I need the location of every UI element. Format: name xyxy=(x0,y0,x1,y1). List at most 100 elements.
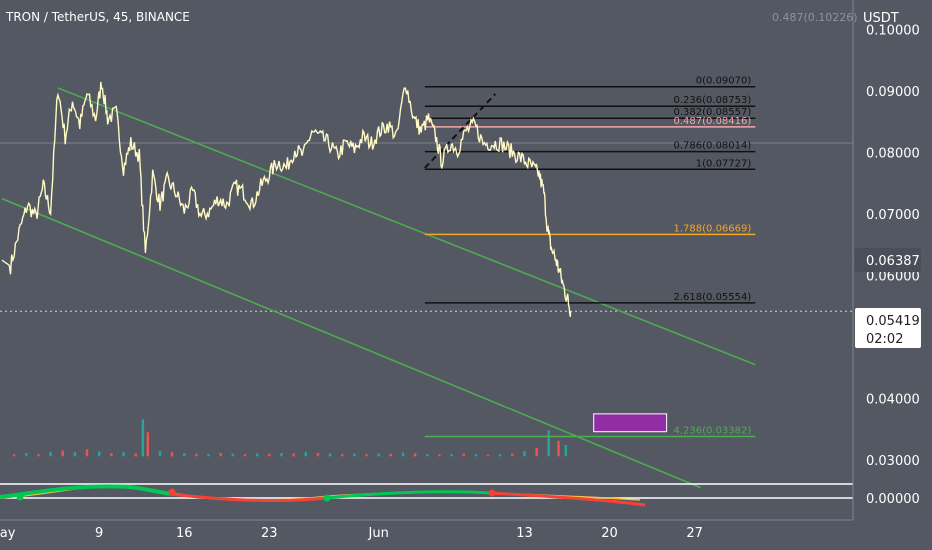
volume-bar xyxy=(474,454,478,457)
volume-bar xyxy=(268,453,271,457)
volume-bar xyxy=(365,454,368,457)
volume-bar xyxy=(377,453,380,457)
currency-label: USDT xyxy=(863,11,899,26)
volume-bar xyxy=(341,454,344,457)
volume-bar xyxy=(243,454,247,457)
volume-bar xyxy=(486,454,490,457)
fib-level-label: 0.786(0.08014) xyxy=(674,141,752,152)
volume-bar xyxy=(499,454,502,457)
price-series-line xyxy=(1,81,572,317)
fib-level-label: 1(0.07727) xyxy=(696,158,752,169)
channel-lines xyxy=(1,87,756,489)
volume-bar xyxy=(110,453,113,457)
fib-level-label: 0.487(0.08416) xyxy=(674,116,752,127)
volume-bar xyxy=(25,453,28,457)
volume-bar xyxy=(170,452,174,457)
time-tick-label: 23 xyxy=(261,526,278,541)
volume-bar xyxy=(98,451,101,457)
channel-line-lower[interactable] xyxy=(1,197,701,489)
fib-level-label: 0.236(0.08753) xyxy=(674,95,752,106)
volume-bar xyxy=(535,447,538,457)
volume-bar xyxy=(316,453,320,457)
volume-bar xyxy=(438,454,441,457)
volume-bar xyxy=(292,453,295,457)
volume-bar xyxy=(195,453,198,457)
price-tick-label: 0.06000 xyxy=(866,270,920,285)
time-tick-label: 16 xyxy=(176,526,193,541)
time-axis-ticks: May 9 16 23 Jun 13 20 27 xyxy=(0,526,703,541)
target-box[interactable] xyxy=(593,413,668,433)
volume-bar xyxy=(523,451,526,457)
last-price-label: 0.05419 xyxy=(866,314,920,329)
hover-price-badge: 0.06387 xyxy=(855,248,921,272)
volume-bar xyxy=(85,449,89,457)
plot-area[interactable]: 0(0.09070)0.236(0.08753)0.382(0.08557)0.… xyxy=(0,76,853,489)
volume-bar xyxy=(389,453,392,457)
indicator-negative-band-2 xyxy=(489,491,646,507)
fib-level-label: 4.236(0.03382) xyxy=(674,426,752,437)
channel-line-upper[interactable] xyxy=(57,87,756,366)
volume-bar xyxy=(547,430,550,457)
volume-bar xyxy=(304,451,307,457)
last-price-badge: 0.05419 02:02 xyxy=(855,308,921,348)
volume-bar xyxy=(158,451,162,457)
volume-bar xyxy=(462,453,465,457)
indicator-positive-band-2 xyxy=(324,490,491,500)
price-axis-ticks: 0.10000 0.09000 0.08000 0.07000 0.06000 0.040… xyxy=(866,24,920,470)
volume-bar xyxy=(450,454,453,457)
time-tick-label: 13 xyxy=(516,526,533,541)
volume-bar xyxy=(255,453,259,457)
indicator-cross-marker xyxy=(488,489,496,497)
fib-level-label: 0.382(0.08557) xyxy=(674,107,752,118)
volume-bar xyxy=(426,454,429,457)
price-tick-label: 0.08000 xyxy=(866,147,920,162)
volume-bar xyxy=(122,451,125,457)
price-tick-label: 0.10000 xyxy=(866,24,920,39)
price-tick-label: 0.09000 xyxy=(866,85,920,100)
time-tick-label: 20 xyxy=(601,526,618,541)
indicator-cross-marker xyxy=(323,494,331,502)
last-price-badge-bg xyxy=(855,308,921,348)
volume-bar xyxy=(13,454,16,457)
price-axis-background[interactable] xyxy=(853,0,932,550)
volume-bar xyxy=(134,453,137,457)
top-faint-fib-label: 0.487(0.10226) xyxy=(772,11,858,24)
volume-bar xyxy=(557,440,560,457)
fib-level-label: 1.788(0.06669) xyxy=(674,223,752,234)
volume-bar xyxy=(401,452,405,457)
volume-bar xyxy=(73,452,77,457)
indicator-negative-band-1 xyxy=(169,492,326,503)
countdown-label: 02:02 xyxy=(866,332,903,347)
volume-bar xyxy=(49,451,52,457)
price-tick-label: 0.04000 xyxy=(866,393,920,408)
fib-extension[interactable]: 0(0.09070)0.236(0.08753)0.382(0.08557)0.… xyxy=(424,76,756,438)
volume-bar xyxy=(353,453,356,457)
price-tick-label: 0.07000 xyxy=(866,208,920,223)
hover-price-badge-bg xyxy=(855,248,921,272)
volume-bar xyxy=(146,432,149,457)
time-tick-label: May xyxy=(0,526,16,541)
volume-bars xyxy=(13,419,567,457)
symbol-title: TRON / TetherUS, 45, BINANCE xyxy=(5,10,190,24)
volume-bar xyxy=(183,453,186,457)
volume-bar xyxy=(280,453,283,457)
volume-bar xyxy=(413,453,417,457)
indicator-pane[interactable] xyxy=(0,483,853,507)
indicator-cross-marker xyxy=(16,493,24,501)
dashed-trend-line[interactable] xyxy=(424,93,497,169)
volume-bar xyxy=(564,444,567,457)
fib-level-label: 0(0.09070) xyxy=(696,76,752,87)
volume-bar xyxy=(328,453,332,457)
hover-price-label: 0.06387 xyxy=(866,254,920,269)
fib-level-label: 2.618(0.05554) xyxy=(674,292,752,303)
indicator-zero-tick: 0.00000 xyxy=(866,492,920,507)
indicator-positive-band-1 xyxy=(0,484,171,499)
volume-bar xyxy=(231,453,235,457)
time-tick-label: 27 xyxy=(686,526,703,541)
volume-bar xyxy=(511,453,514,457)
time-axis-background[interactable] xyxy=(0,520,932,550)
time-tick-label: Jun xyxy=(368,526,389,541)
volume-bar xyxy=(61,450,64,457)
